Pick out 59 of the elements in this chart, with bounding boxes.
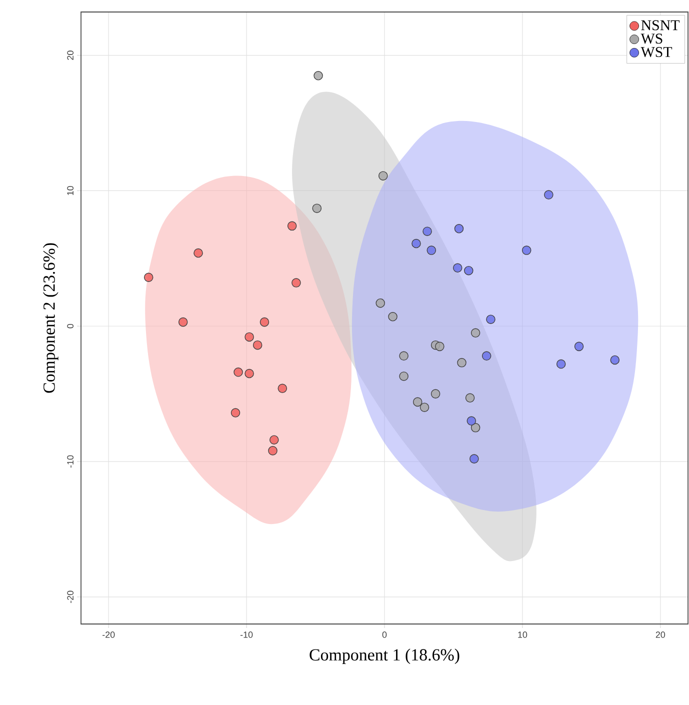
point [486,314,496,324]
point [376,298,385,308]
x-axis-title: Component 1 (18.6%) [310,648,460,664]
x-tick-label: 10 [518,632,528,638]
point [556,359,566,369]
point [388,312,398,322]
x-tick-label: 20 [656,632,666,638]
x-tick-label: 0 [382,632,387,638]
point [399,372,408,381]
point [464,266,474,276]
point [426,246,436,255]
point [287,221,297,231]
y-tick-label: -20 [67,590,74,603]
legend-label: WST [640,47,672,58]
point [465,393,475,403]
point [435,342,444,352]
point [452,263,462,273]
point [194,248,203,258]
point [252,340,262,350]
x-tick-label: -20 [102,632,115,638]
point [454,224,464,234]
point [470,328,480,338]
point [270,435,279,444]
point [544,190,554,200]
point [466,416,476,426]
point [470,423,480,432]
point [574,342,584,352]
point [482,351,492,361]
y-tick-label: 20 [67,50,74,60]
point [260,317,270,327]
point [244,332,254,342]
point [292,278,301,288]
point [144,272,154,282]
legend-label: WS [640,34,662,44]
point [378,171,388,180]
y-axis-title: Component 2 (23.6%) [42,243,58,393]
point [420,402,430,412]
y-tick-label: 10 [67,186,74,196]
point [178,317,188,327]
point [457,358,466,368]
legend-label: NSNT [641,20,680,30]
point [268,446,278,456]
point [412,238,421,248]
point [244,368,254,378]
point [412,397,422,407]
y-tick-label: -10 [67,455,74,468]
point [230,408,240,418]
point [522,246,532,255]
point [610,355,620,365]
point [234,368,243,377]
point [422,226,432,236]
y-tick-label: 0 [67,324,74,328]
point [314,71,323,80]
point [312,204,322,213]
point [430,389,440,398]
point [399,351,408,361]
point [470,454,479,464]
point [278,384,288,394]
x-tick-label: -10 [240,632,253,638]
